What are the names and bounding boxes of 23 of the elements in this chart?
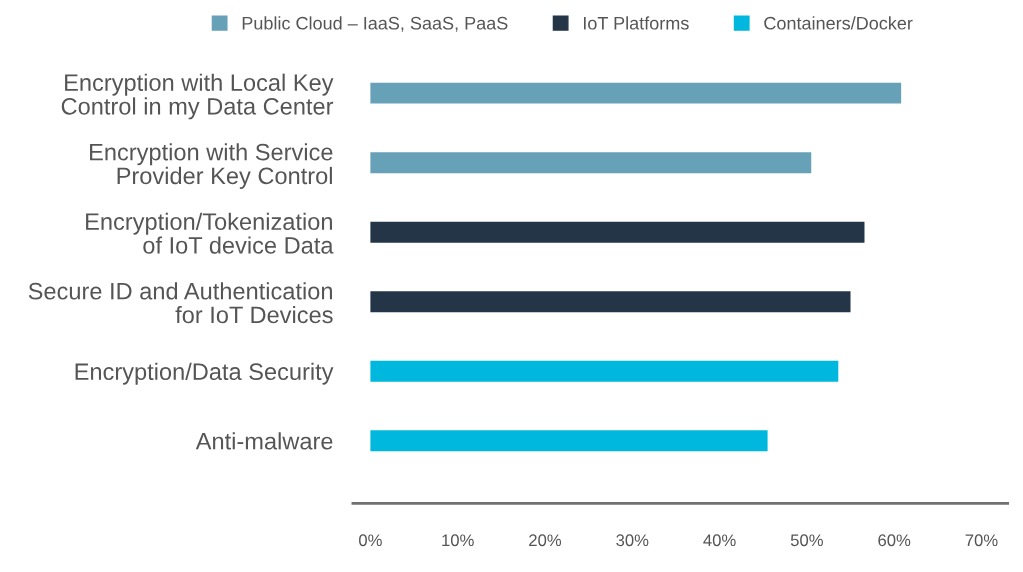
bar — [370, 221, 865, 243]
x-tick-label: 10% — [442, 534, 474, 547]
x-tick-label: 70% — [965, 534, 998, 547]
y-tick-label: Encryption/Tokenization of IoT device Data — [86, 212, 334, 254]
legend-label: Public Cloud – IaaS, SaaS, PaaS — [242, 16, 508, 32]
legend-label: IoT Platforms — [583, 16, 689, 30]
y-tick-label: Anti-malware — [195, 432, 333, 450]
bar — [370, 82, 902, 104]
bar — [370, 360, 839, 382]
x-tick-label: 40% — [703, 534, 736, 547]
y-tick-label: Encryption with Local Key Control in my Data Center — [61, 73, 334, 120]
y-tick-label: Secure ID and Authentication for IoT Devices — [28, 282, 333, 324]
x-tick-label: 30% — [616, 534, 649, 547]
x-tick-label: 20% — [529, 534, 562, 547]
y-tick-label: Encryption with Service Provider Key Control — [90, 143, 333, 189]
bar — [370, 430, 768, 452]
x-tick-label: 60% — [878, 534, 911, 547]
y-tick-label: Encryption/Data Security — [75, 362, 334, 385]
bar — [370, 291, 851, 313]
bar — [370, 152, 812, 174]
x-tick-label: 0% — [359, 534, 382, 547]
legend-label: Containers/Docker — [764, 16, 913, 30]
x-tick-label: 50% — [790, 534, 823, 547]
